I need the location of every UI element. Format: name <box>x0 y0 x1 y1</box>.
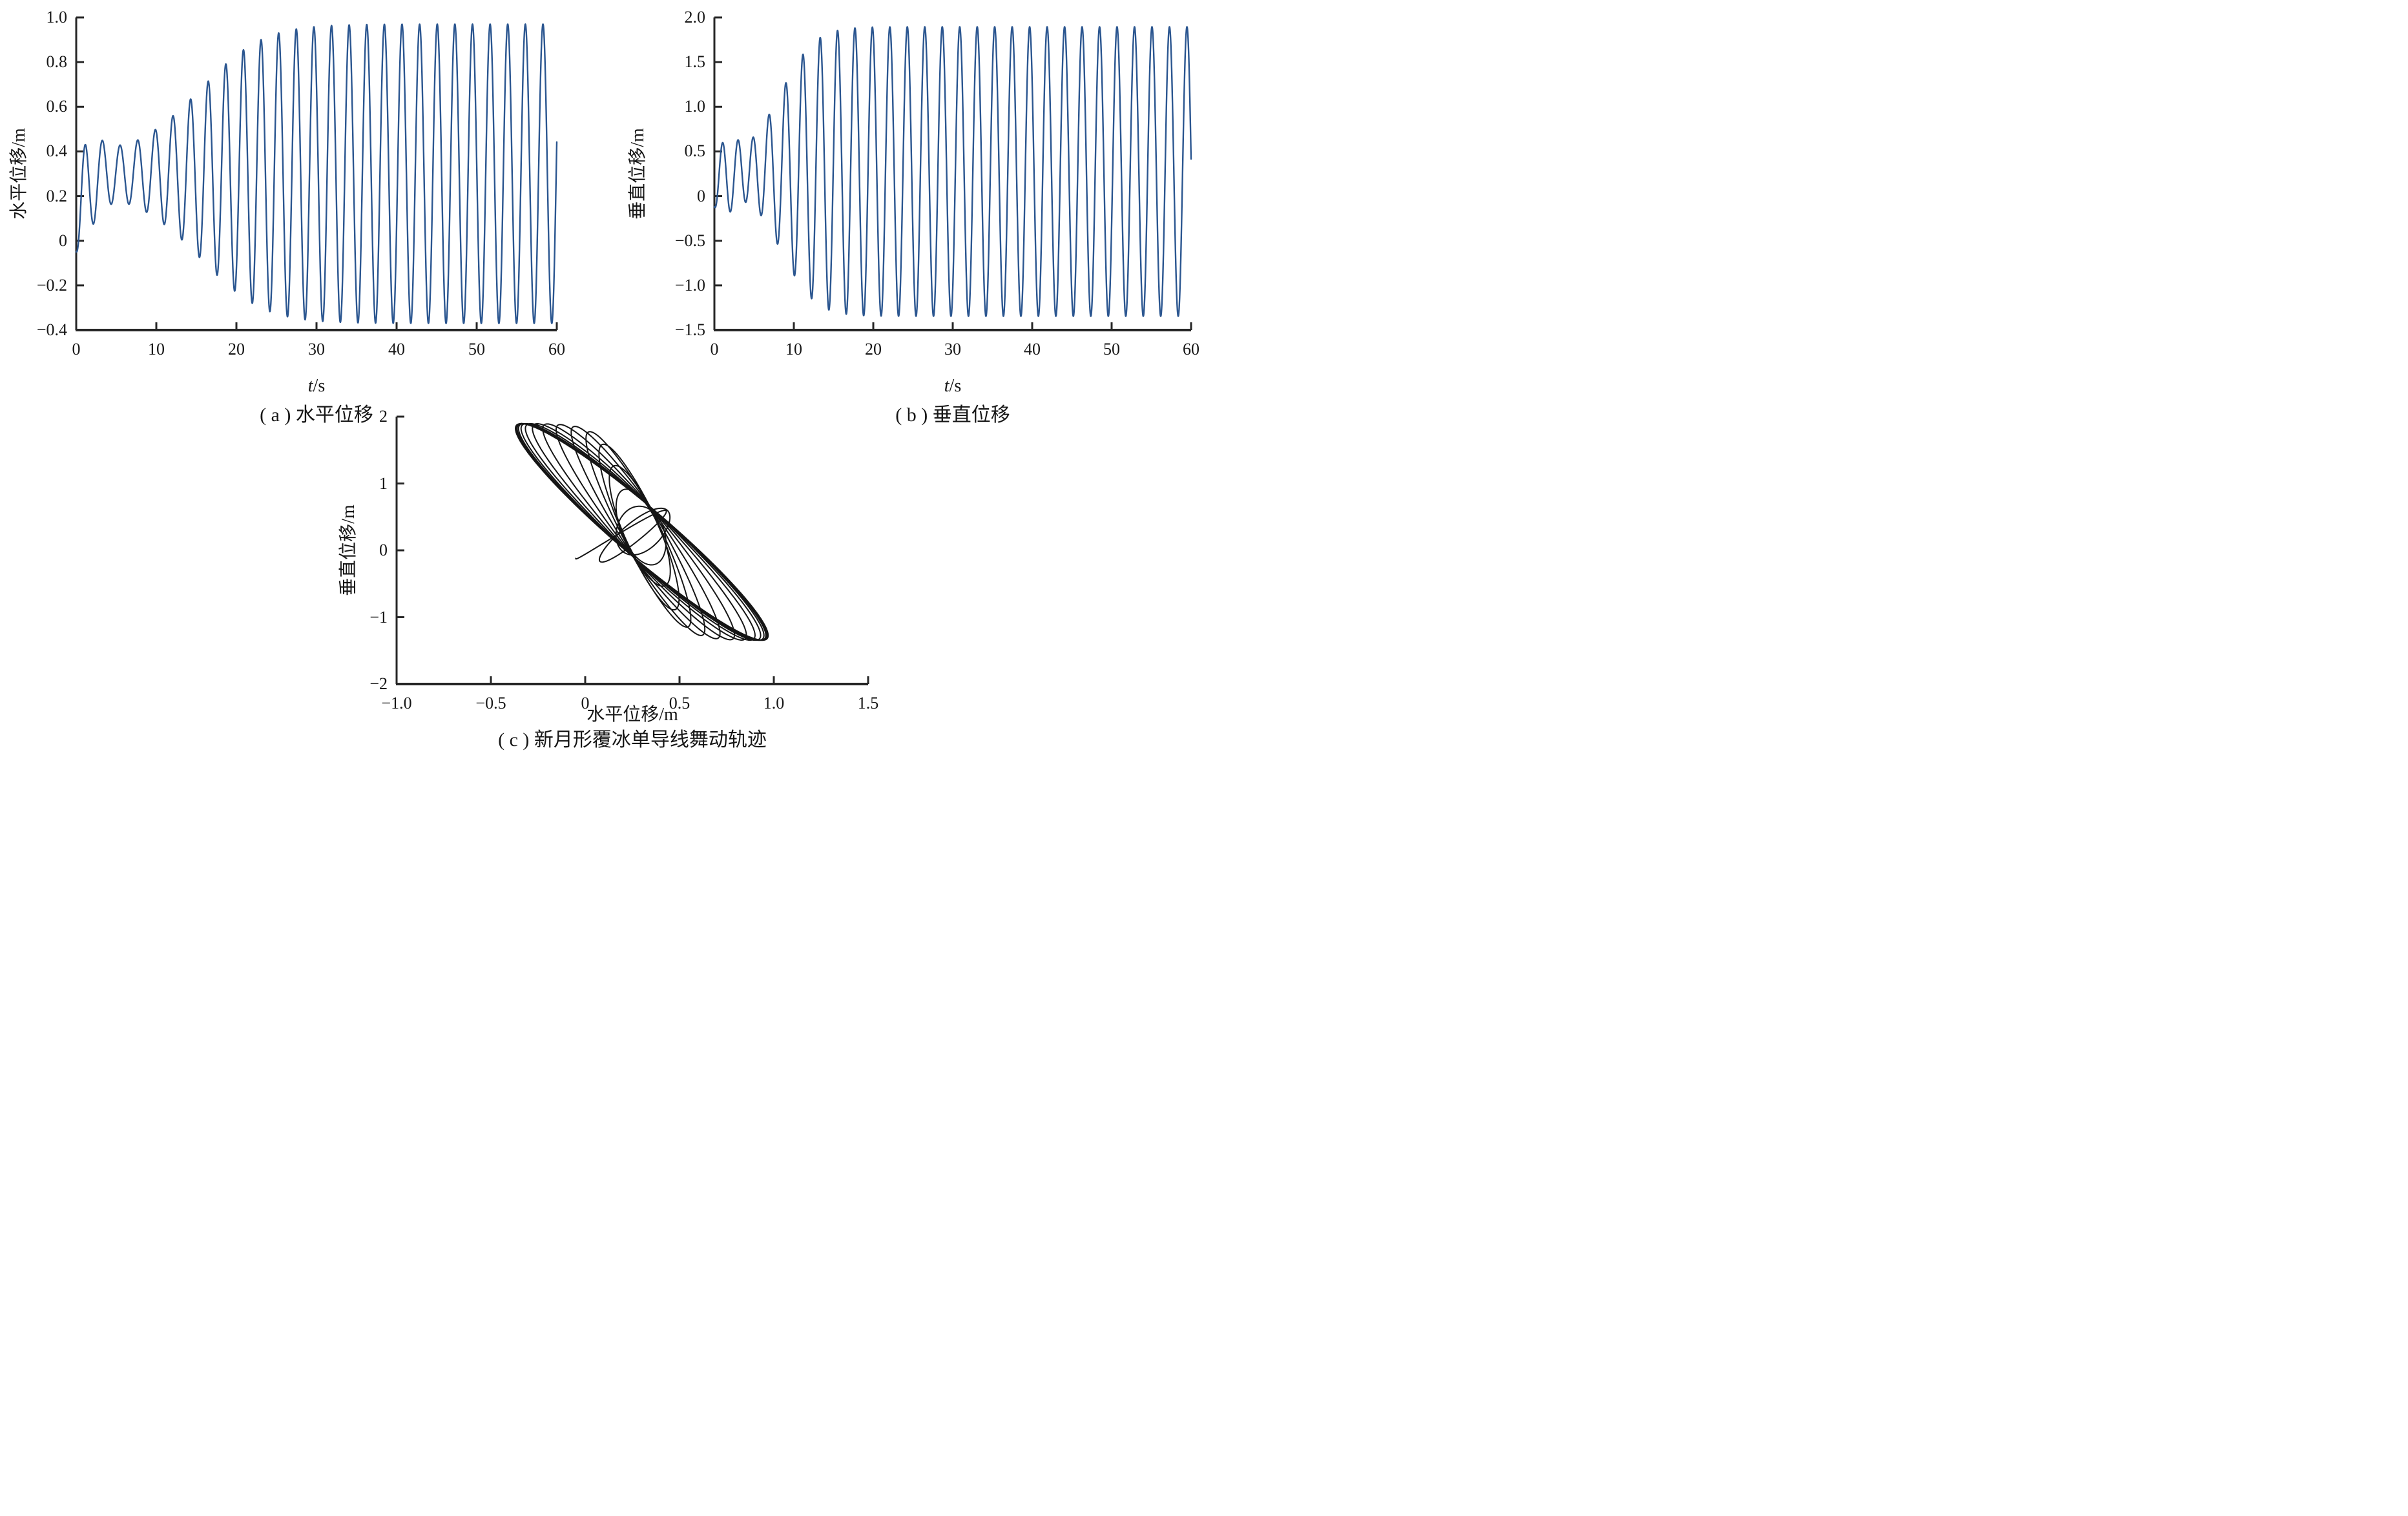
chart-c-plot-area <box>395 415 869 685</box>
chart-a-y-tick-label-5: 0.6 <box>46 97 68 116</box>
chart-c-x-tick-label-1: −0.5 <box>475 694 506 712</box>
chart-b-y-axis-label: 垂直位移/m <box>628 128 648 220</box>
chart-a-y-tick-label-7: 1.0 <box>46 8 68 26</box>
chart-c-y-tick-label-2: 0 <box>379 541 388 559</box>
chart-a-x-tick-label-0: 0 <box>72 340 81 358</box>
chart-a-y-tick-label-2: 0 <box>59 231 67 250</box>
chart-c-x-axis-label: 水平位移/m <box>586 705 678 725</box>
chart-b-plot-area <box>713 16 1192 331</box>
chart-c-x-tick-label-3: 0.5 <box>669 694 690 712</box>
chart-c-caption: ( c ) 新月形覆冰单导线舞动轨迹 <box>498 729 767 751</box>
chart-b-y-tick-label-0: −1.5 <box>674 320 705 339</box>
chart-b-y-tick-label-7: 2.0 <box>684 8 706 26</box>
chart-a-x-axis-label-symbol: t <box>307 376 313 396</box>
chart-a-x-tick-label-5: 50 <box>468 340 485 358</box>
chart-c-trajectory-line <box>514 422 769 641</box>
chart-a-y-tick-label-4: 0.4 <box>46 141 68 161</box>
chart-c-y-tick-label-1: −1 <box>369 607 388 627</box>
chart-b-x-tick-label-3: 30 <box>944 340 961 358</box>
chart-b-x-tick-label-6: 60 <box>1183 340 1199 358</box>
chart-a-plot-area <box>75 16 558 331</box>
chart-b-series-line <box>713 26 1192 317</box>
chart-c-y-tick-label-3: 1 <box>379 473 388 493</box>
chart-c-y-tick-label-0: −2 <box>369 674 388 693</box>
chart-c-x-tick-label-0: −1.0 <box>381 694 412 712</box>
chart-b-x-axis-label: t/s <box>944 375 961 397</box>
chart-b-y-tick-label-2: −0.5 <box>674 231 705 250</box>
chart-b-y-tick-label-4: 0.5 <box>684 141 706 161</box>
chart-a-x-axis-label: t/s <box>308 375 325 397</box>
chart-c-x-tick-label-4: 1.0 <box>763 694 785 712</box>
chart-a-y-tick-label-6: 0.8 <box>46 52 68 72</box>
chart-a-x-tick-label-1: 10 <box>148 340 165 358</box>
chart-b-x-tick-label-4: 40 <box>1024 340 1041 358</box>
chart-c-x-tick-label-2: 0 <box>581 694 590 712</box>
chart-b-y-tick-label-3: 0 <box>697 186 705 205</box>
chart-a-y-tick-label-3: 0.2 <box>46 186 68 205</box>
chart-a-x-tick-label-2: 20 <box>228 340 245 358</box>
chart-a-caption: ( a ) 水平位移 <box>260 404 373 426</box>
chart-a-x-tick-label-4: 40 <box>388 340 405 358</box>
chart-b-y-tick-label-6: 1.5 <box>684 52 706 72</box>
chart-a-x-axis-label-unit: /s <box>313 376 326 396</box>
chart-b-y-tick-label-1: −1.0 <box>674 275 705 295</box>
chart-b-x-tick-label-1: 10 <box>785 340 802 358</box>
chart-b-x-axis-label-unit: /s <box>949 376 962 396</box>
chart-a-y-tick-label-0: −0.4 <box>36 320 67 339</box>
figure-canvas: 水平位移/m t/s ( a ) 水平位移 垂直位移/m t/s ( b ) 垂… <box>0 0 1204 758</box>
chart-a-x-tick-label-3: 30 <box>308 340 325 358</box>
chart-b-x-axis-label-symbol: t <box>944 376 950 396</box>
chart-a-x-tick-label-6: 60 <box>548 340 565 358</box>
chart-c-y-tick-label-4: 2 <box>379 407 388 426</box>
chart-a-series-line <box>75 23 558 324</box>
chart-a-y-tick-label-1: −0.2 <box>36 275 67 295</box>
chart-b-x-tick-label-0: 0 <box>710 340 719 358</box>
chart-b-y-tick-label-5: 1.0 <box>684 97 706 116</box>
chart-b-x-tick-label-2: 20 <box>865 340 882 358</box>
chart-b-caption: ( b ) 垂直位移 <box>895 404 1010 426</box>
chart-b-x-tick-label-5: 50 <box>1103 340 1120 358</box>
chart-c-x-tick-label-5: 1.5 <box>857 694 879 712</box>
